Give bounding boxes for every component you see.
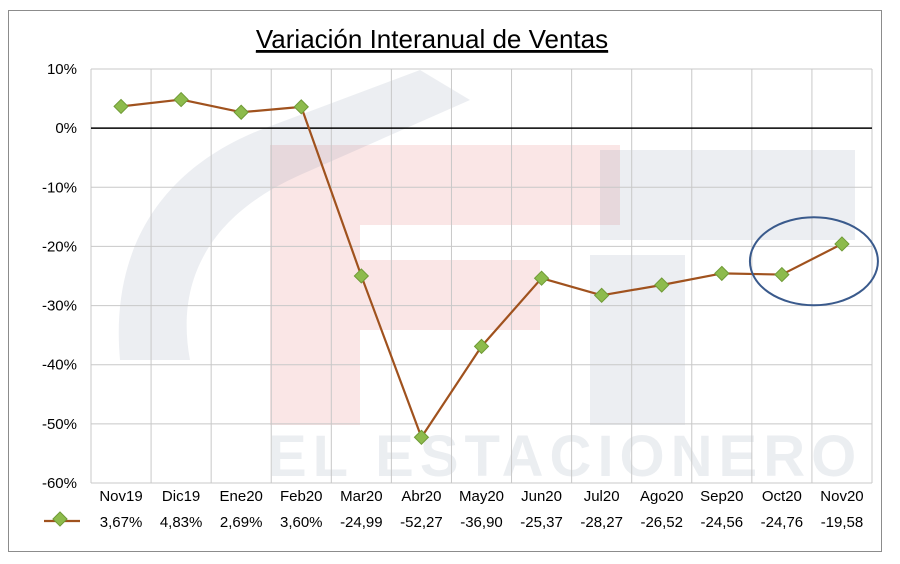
watermark-red-bar-top	[360, 145, 620, 225]
data-point	[774, 266, 790, 283]
data-point	[593, 287, 610, 304]
data-point	[233, 104, 249, 120]
x-tick-label: Ago20	[640, 488, 683, 505]
x-tick-label: Sep20	[700, 488, 743, 505]
chart-title: Variación Interanual de Ventas	[256, 24, 608, 54]
data-point	[533, 270, 550, 286]
watermark-red-bar-left	[270, 145, 360, 425]
data-table-value: 3,67%	[100, 514, 143, 531]
x-tick-label: Nov20	[820, 488, 863, 505]
data-point	[714, 265, 730, 282]
data-table-value: -28,27	[580, 514, 623, 531]
x-axis-labels: Nov19 Dic19 Ene20 Feb20 Mar20 Abr20 May20 Jun20…	[99, 488, 863, 505]
watermark-red-bar-mid	[360, 260, 540, 330]
watermark-blue-bar-top	[600, 150, 855, 240]
x-tick-label: Feb20	[280, 488, 323, 505]
data-table-value: -25,37	[520, 514, 563, 531]
data-table-value: -52,27	[400, 514, 443, 531]
x-tick-label: Jul20	[584, 488, 620, 505]
data-point	[473, 338, 490, 355]
y-tick-label: -20%	[42, 238, 77, 255]
watermark: EL ESTACIONERO	[118, 70, 862, 489]
data-table-value: 2,69%	[220, 514, 263, 531]
x-tick-label: Dic19	[162, 488, 200, 505]
legend-marker	[52, 511, 68, 527]
y-tick-label: -40%	[42, 357, 77, 374]
data-table: 3,67% 4,83% 2,69% 3,60% -24,99 -52,27 -36,90 -2…	[44, 511, 864, 531]
data-table-value: -36,90	[460, 514, 503, 531]
x-tick-label: May20	[459, 488, 504, 505]
data-point	[113, 98, 129, 115]
x-tick-label: Mar20	[340, 488, 383, 505]
watermark-text: EL ESTACIONERO	[268, 424, 862, 489]
data-point	[834, 236, 850, 252]
data-point	[413, 429, 430, 445]
data-table-value: -24,99	[340, 514, 383, 531]
data-table-value: 4,83%	[160, 514, 203, 531]
x-tick-label: Ene20	[220, 488, 263, 505]
y-tick-label: -50%	[42, 416, 77, 433]
data-point	[173, 91, 189, 108]
data-table-value: 3,60%	[280, 514, 323, 531]
plot-grid	[90, 68, 873, 484]
y-axis: 10% 0% -10% -20% -30% -40% -50% -60%	[42, 61, 77, 492]
x-tick-label: Jun20	[521, 488, 562, 505]
x-tick-label: Abr20	[401, 488, 441, 505]
data-point	[654, 277, 670, 293]
x-tick-label: Nov19	[99, 488, 142, 505]
data-table-value: -26,52	[640, 514, 683, 531]
y-tick-label: -30%	[42, 298, 77, 315]
data-table-value: -24,56	[701, 514, 744, 531]
y-tick-label: -60%	[42, 475, 77, 492]
data-table-value: -19,58	[821, 514, 864, 531]
chart-frame	[8, 10, 882, 552]
data-point	[293, 99, 309, 115]
watermark-blue-bar-stem	[590, 255, 685, 425]
data-point	[353, 268, 370, 284]
series-markers	[113, 91, 850, 445]
y-tick-label: 0%	[55, 120, 77, 137]
data-table-value: -24,76	[761, 514, 804, 531]
y-tick-label: 10%	[47, 61, 77, 78]
highlight-ellipse	[748, 216, 879, 307]
y-tick-label: -10%	[42, 179, 77, 196]
x-tick-label: Oct20	[762, 488, 802, 505]
